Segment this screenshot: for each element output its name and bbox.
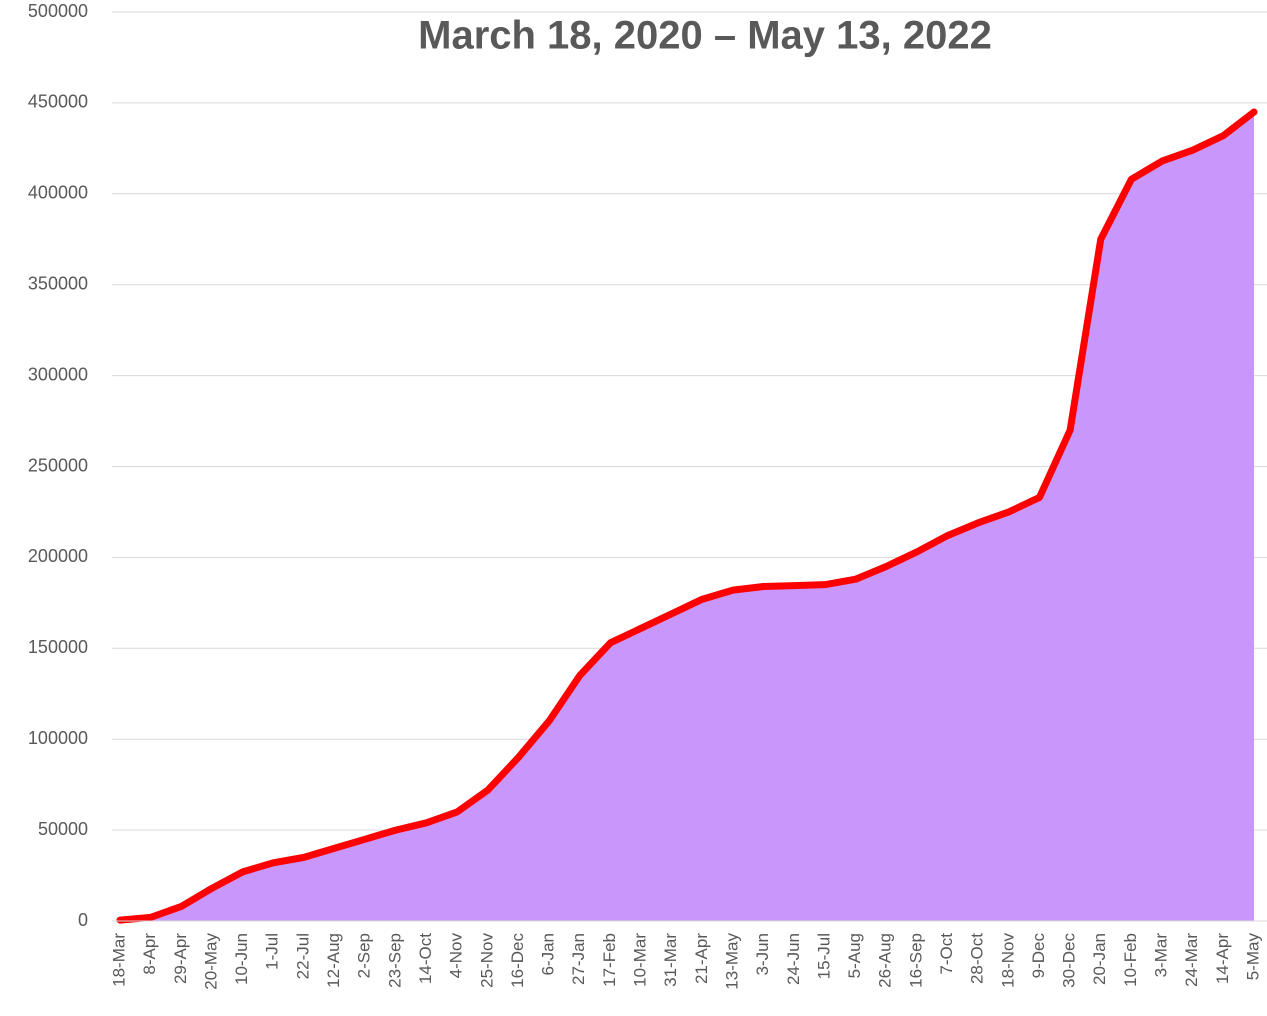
y-tick-label: 500000 [28, 1, 88, 21]
x-tick-label: 31-Mar [661, 933, 680, 987]
x-tick-label: 16-Dec [508, 933, 527, 988]
y-tick-label: 350000 [28, 273, 88, 293]
x-tick-label: 30-Dec [1060, 933, 1079, 988]
x-tick-label: 27-Jan [569, 933, 588, 985]
x-tick-label: 12-Aug [324, 933, 343, 988]
x-tick-label: 23-Sep [385, 933, 404, 988]
x-tick-label: 26-Aug [876, 933, 895, 988]
x-tick-label: 8-Apr [140, 933, 159, 975]
x-tick-label: 25-Nov [477, 933, 496, 988]
x-tick-label: 2-Sep [355, 933, 374, 978]
x-tick-label: 6-Jan [539, 933, 558, 976]
x-tick-label: 17-Feb [600, 933, 619, 987]
x-tick-label: 5-May [1243, 933, 1262, 981]
x-tick-label: 22-Jul [293, 933, 312, 979]
y-tick-label: 50000 [38, 819, 88, 839]
x-tick-label: 1-Jul [263, 933, 282, 970]
x-tick-label: 9-Dec [1029, 933, 1048, 979]
y-tick-label: 200000 [28, 546, 88, 566]
x-tick-label: 4-Nov [447, 933, 466, 979]
x-tick-label: 16-Sep [906, 933, 925, 988]
x-tick-label: 10-Jun [232, 933, 251, 985]
x-tick-label: 29-Apr [171, 933, 190, 984]
y-tick-label: 300000 [28, 364, 88, 384]
x-tick-label: 13-May [722, 933, 741, 990]
x-tick-label: 18-Mar [109, 933, 128, 987]
x-tick-label: 14-Apr [1213, 933, 1232, 984]
x-tick-label: 18-Nov [998, 933, 1017, 988]
y-tick-label: 150000 [28, 637, 88, 657]
y-tick-label: 400000 [28, 183, 88, 203]
x-tick-label: 24-Jun [784, 933, 803, 985]
x-tick-label: 20-Jan [1090, 933, 1109, 985]
x-tick-label: 14-Oct [416, 933, 435, 984]
x-tick-label: 5-Aug [845, 933, 864, 978]
x-tick-label: 10-Mar [631, 933, 650, 987]
line [116, 108, 1258, 924]
x-tick-label: 7-Oct [937, 933, 956, 975]
x-tick-label: 21-Apr [692, 933, 711, 984]
chart-title: March 18, 2020 – May 13, 2022 [418, 14, 992, 58]
x-tick-label: 10-Feb [1121, 933, 1140, 987]
y-tick-label: 0 [78, 910, 88, 930]
y-tick-label: 100000 [28, 728, 88, 748]
x-tick-label: 28-Oct [968, 933, 987, 984]
x-tick-label: 20-May [201, 933, 220, 990]
x-tick-label: 3-Mar [1152, 933, 1171, 978]
x-tick-label: 15-Jul [814, 933, 833, 979]
x-tick-label: 24-Mar [1182, 933, 1201, 987]
x-tick-label: 3-Jun [753, 933, 772, 976]
y-tick-label: 450000 [28, 92, 88, 112]
area [120, 111, 1254, 922]
y-tick-label: 250000 [28, 455, 88, 475]
